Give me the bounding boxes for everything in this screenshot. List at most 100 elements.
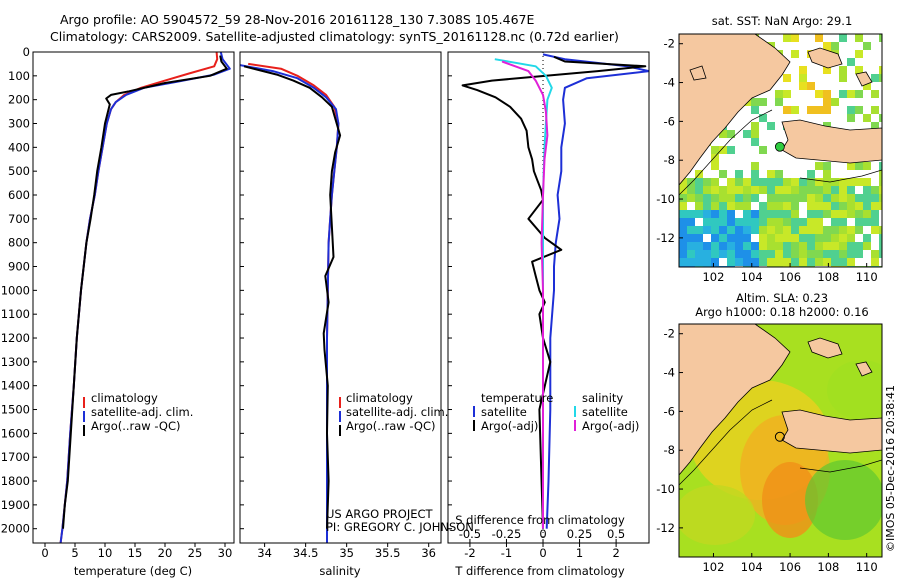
sst-cell [687, 194, 695, 202]
sst-cell [703, 218, 711, 226]
sst-cell [791, 226, 799, 234]
sst-cell [799, 74, 807, 82]
x-tick-label: 108 [817, 270, 839, 284]
sst-cell [799, 186, 807, 194]
x-tick-label: 35 [339, 546, 354, 560]
sst-cell [791, 218, 799, 226]
sst-cell [855, 218, 863, 226]
sst-cell [823, 162, 831, 170]
sst-cell [823, 42, 831, 50]
sst-cell [679, 250, 687, 258]
sst-cell [775, 250, 783, 258]
sst-bathymetry-contour [679, 109, 773, 196]
sst-cell [783, 250, 791, 258]
sst-cell [767, 250, 775, 258]
sst-cell [711, 154, 719, 162]
sst-cell [847, 202, 855, 210]
sst-cell [823, 186, 831, 194]
sst-cell [759, 186, 767, 194]
y-tick-label: -12 [656, 231, 675, 245]
sst-cell [879, 74, 882, 82]
sst-cell [831, 218, 839, 226]
legend-climatology-label: climatology [346, 391, 413, 405]
sst-cell [839, 258, 847, 266]
sst-cell [783, 34, 791, 42]
sst-cell [799, 226, 807, 234]
sumatra-land [679, 324, 791, 476]
sst-cell [695, 194, 703, 202]
temperature-panel: 0 5 10 15 20 25 300100200300400500600700800900… [1, 45, 235, 578]
sst-cell [735, 202, 743, 210]
credit-text: ©IMOS 05-Dec-2016 20:38:41 [884, 385, 897, 552]
sst-cell [695, 258, 703, 266]
sst-cell [719, 170, 727, 178]
sst-cell [855, 210, 863, 218]
sst-cell [743, 210, 751, 218]
y-tick-label: -2 [664, 327, 675, 341]
y-tick-label: 900 [8, 260, 30, 274]
sst-cell [767, 242, 775, 250]
y-tick-label: -6 [664, 114, 675, 128]
sst-cell [783, 258, 791, 266]
x-tick-label: 25 [188, 546, 203, 560]
sst-cell [823, 66, 831, 74]
sst-cell [791, 178, 799, 186]
sst-cell [879, 162, 882, 170]
sst-cell [695, 186, 703, 194]
y-tick-label: 100 [8, 69, 30, 83]
sst-cell [823, 90, 831, 98]
x-tick-label: 0.5 [607, 527, 625, 541]
series-argo [243, 65, 342, 529]
sst-cell [679, 202, 687, 210]
y-tick-label: 600 [8, 188, 30, 202]
sst-cell [703, 210, 711, 218]
sst-cell [751, 138, 759, 146]
sst-cell [735, 178, 743, 186]
legend-satellite-label: satellite-adj. clim. [91, 405, 193, 419]
sst-cell [823, 234, 831, 242]
series-satellite-adj-clim- [240, 64, 340, 543]
sst-cell [799, 82, 807, 90]
sst-cell [727, 226, 735, 234]
sst-cell [759, 202, 767, 210]
y-tick-label: 500 [8, 164, 30, 178]
sst-cell [871, 202, 879, 210]
sst-cell [719, 210, 727, 218]
sst-cell [679, 186, 687, 194]
sst-cell [703, 178, 711, 186]
sst-cell [815, 218, 823, 226]
x-tick-label: 15 [128, 546, 143, 560]
belitung-island [855, 361, 873, 377]
sst-cell [751, 210, 759, 218]
sst-cell [863, 82, 871, 90]
sst-cell [727, 250, 735, 258]
sst-cell [871, 210, 879, 218]
y-tick-label: 2000 [1, 522, 30, 536]
sst-cell [735, 194, 743, 202]
java-land [781, 409, 882, 454]
sst-cell [799, 258, 807, 266]
sst-cell [783, 194, 791, 202]
sst-cell [751, 98, 759, 106]
sst-cell [815, 162, 823, 170]
y-tick-label: 1300 [1, 355, 30, 369]
x-tick-label: 102 [702, 270, 724, 284]
sst-cell [871, 90, 879, 98]
sla-anomaly-region [827, 360, 882, 420]
y-tick-label: 1100 [1, 307, 30, 321]
sst-cell [839, 178, 847, 186]
y-tick-label: -10 [656, 192, 675, 206]
sst-cell [799, 178, 807, 186]
sst-cell [695, 250, 703, 258]
sst-cell [831, 42, 839, 50]
sst-cell [831, 178, 839, 186]
sst-cell [751, 186, 759, 194]
sst-cell [799, 234, 807, 242]
sst-cell [807, 210, 815, 218]
sst-cell [719, 218, 727, 226]
x-tick-label: 106 [779, 270, 801, 284]
sst-cell [863, 178, 871, 186]
sst-cell [807, 242, 815, 250]
sst-cell [751, 250, 759, 258]
sst-cell [711, 162, 719, 170]
